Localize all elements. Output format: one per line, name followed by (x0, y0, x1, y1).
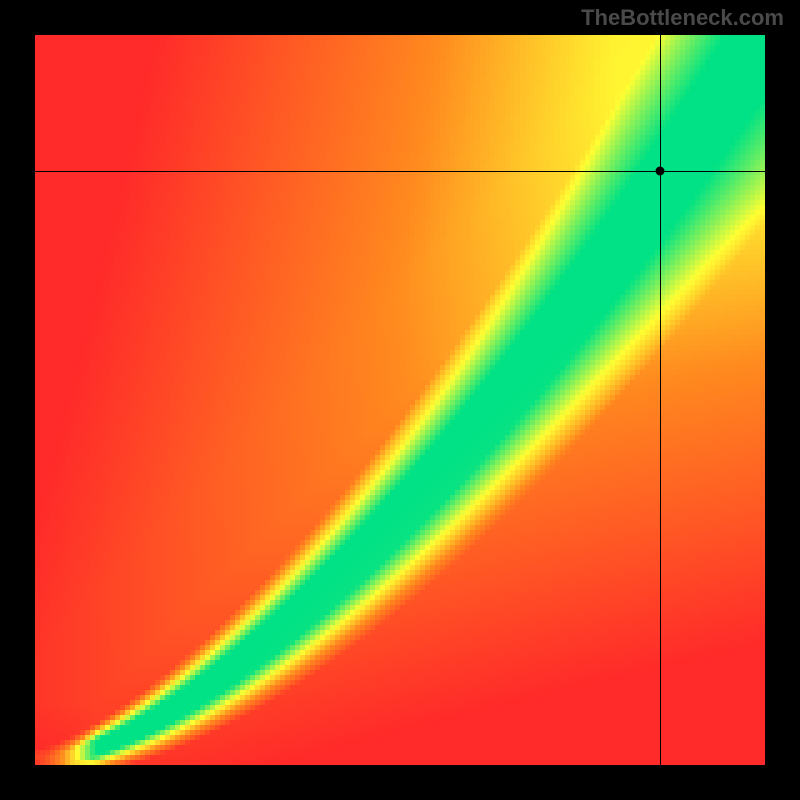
crosshair-vertical (660, 35, 661, 765)
crosshair-point (655, 166, 664, 175)
heatmap-plot (35, 35, 765, 765)
heatmap-canvas (35, 35, 765, 765)
watermark-text: TheBottleneck.com (581, 5, 784, 31)
